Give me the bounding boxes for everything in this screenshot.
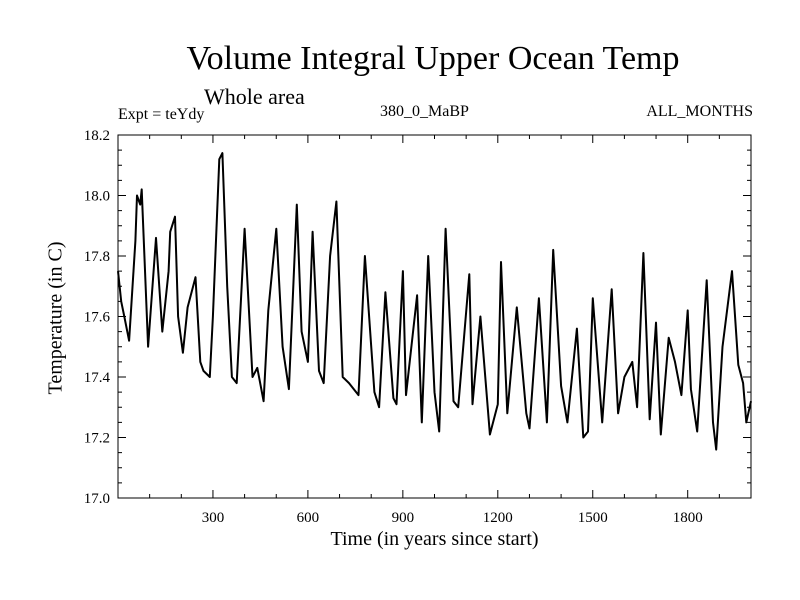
period-label: 380_0_MaBP [380,103,469,120]
series-line [117,152,752,451]
tick-labels: 300 600 900 1200 1500 1800 17.0 17.2 17.4 17.6 17.… [84,128,703,526]
experiment-label: Expt = teYdy [118,106,205,123]
y-axis-label: Temperature (in C) [44,241,67,395]
season-label: ALL_MONTHS [646,103,753,120]
y-tick-label: 18.2 [84,128,110,144]
plot-frame [117,134,752,499]
series-layer [117,152,752,451]
axis-ticks [118,134,751,499]
y-tick-label: 17.6 [84,310,111,326]
x-tick-label: 600 [297,510,320,526]
x-tick-label: 300 [202,510,225,526]
x-axis-label: Time (in years since start) [330,528,539,550]
y-tick-label: 17.4 [84,370,111,386]
y-tick-label: 17.0 [84,491,110,507]
chart-subtitle: Whole area [204,84,305,109]
x-tick-label: 1800 [673,510,703,526]
chart-title: Volume Integral Upper Ocean Temp [186,40,680,77]
x-tick-label: 1200 [483,510,513,526]
y-tick-label: 18.0 [84,189,110,205]
y-tick-label: 17.8 [84,249,110,265]
x-tick-label: 1500 [578,510,608,526]
y-tick-label: 17.2 [84,431,110,447]
x-tick-label: 900 [392,510,415,526]
